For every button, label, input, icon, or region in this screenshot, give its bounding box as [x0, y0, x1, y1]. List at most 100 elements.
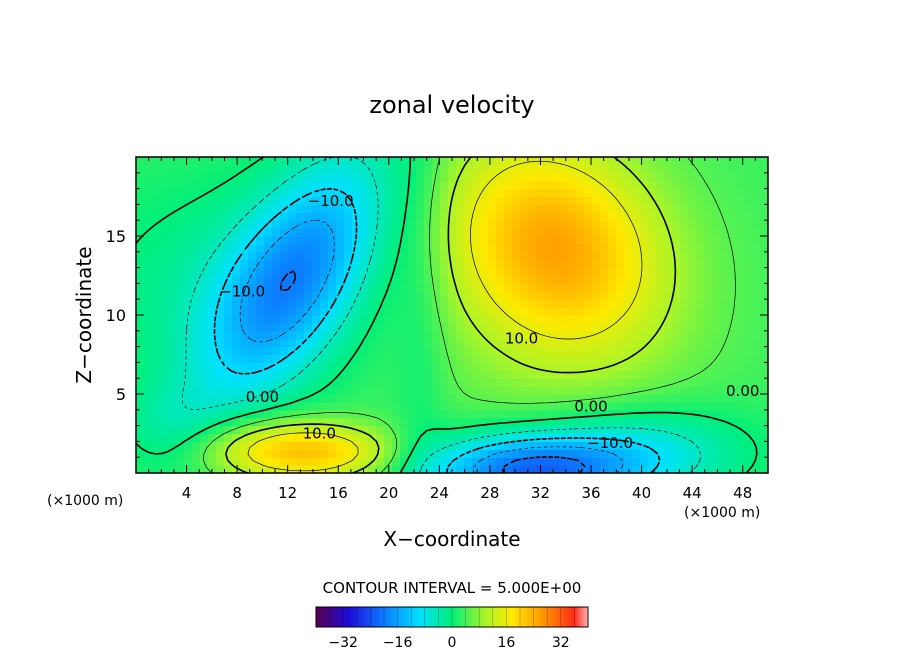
- field-cell: [584, 157, 593, 166]
- field-cell: [552, 449, 561, 458]
- field-cell: [520, 362, 529, 371]
- field-cell: [168, 433, 177, 442]
- field-cell: [608, 322, 617, 332]
- field-cell: [216, 267, 225, 277]
- field-cell: [328, 236, 337, 245]
- field-cell: [488, 362, 497, 371]
- field-cell: [296, 338, 305, 348]
- field-cell: [552, 212, 561, 221]
- field-cell: [536, 433, 545, 442]
- field-cell: [704, 228, 713, 237]
- field-cell: [448, 283, 457, 292]
- field-cell: [576, 204, 585, 213]
- field-cell: [504, 307, 513, 316]
- field-cell: [464, 433, 473, 442]
- field-cell: [280, 386, 289, 395]
- field-cell: [304, 172, 313, 182]
- field-cell: [584, 243, 593, 253]
- field-cell: [528, 417, 537, 427]
- field-cell: [600, 267, 609, 277]
- field-cell: [200, 188, 209, 198]
- field-cell: [320, 164, 329, 174]
- field-cell: [680, 370, 689, 379]
- field-cell: [736, 330, 745, 340]
- field-cell: [272, 157, 281, 166]
- field-cell: [472, 299, 481, 308]
- field-cell: [416, 164, 425, 174]
- field-cell: [624, 283, 633, 292]
- field-cell: [608, 164, 617, 174]
- field-cell: [688, 362, 697, 371]
- field-cell: [256, 394, 265, 403]
- field-cell: [640, 299, 649, 308]
- field-cell: [320, 465, 329, 473]
- field-cell: [192, 457, 201, 466]
- field-cell: [416, 283, 425, 292]
- field-cell: [496, 164, 505, 174]
- field-cell: [304, 291, 313, 300]
- field-cell: [256, 378, 265, 387]
- field-cell: [616, 465, 625, 473]
- field-cell: [616, 346, 625, 356]
- field-cell: [712, 243, 721, 253]
- field-cell: [312, 425, 321, 435]
- field-cell: [224, 299, 233, 308]
- field-cell: [536, 228, 545, 237]
- field-cell: [168, 188, 177, 198]
- field-cell: [296, 354, 305, 363]
- field-cell: [592, 409, 601, 419]
- contour-line: [225, 157, 677, 473]
- field-cell: [568, 425, 577, 435]
- field-cell: [360, 157, 369, 166]
- field-cell: [664, 259, 673, 269]
- field-cell: [200, 212, 209, 221]
- field-cell: [280, 164, 289, 174]
- field-cell: [496, 378, 505, 387]
- field-cell: [480, 267, 489, 277]
- field-cell: [536, 259, 545, 269]
- field-cell: [248, 315, 257, 324]
- field-cell: [304, 259, 313, 269]
- field-cell: [352, 283, 361, 292]
- field-cell: [488, 401, 497, 411]
- field-cell: [680, 394, 689, 403]
- field-cell: [728, 394, 737, 403]
- field-cell: [152, 417, 161, 427]
- field-cell: [288, 409, 297, 419]
- field-cell: [528, 228, 537, 237]
- field-cell: [656, 259, 665, 269]
- field-cell: [368, 283, 377, 292]
- field-cell: [336, 465, 345, 473]
- field-cell: [712, 338, 721, 348]
- field-cell: [248, 425, 257, 435]
- field-cell: [616, 212, 625, 221]
- field-cell: [528, 370, 537, 379]
- field-cell: [504, 157, 513, 166]
- field-cell: [576, 354, 585, 363]
- field-cell: [208, 188, 217, 198]
- field-cell: [376, 370, 385, 379]
- field-cell: [680, 283, 689, 292]
- field-cell: [744, 228, 753, 237]
- field-cell: [336, 394, 345, 403]
- field-cell: [288, 196, 297, 205]
- field-cell: [584, 291, 593, 300]
- field-cell: [136, 307, 145, 316]
- field-cell: [648, 172, 657, 182]
- field-cell: [160, 188, 169, 198]
- field-cell: [632, 275, 641, 284]
- field-cell: [744, 212, 753, 221]
- field-cell: [696, 283, 705, 292]
- field-cell: [272, 370, 281, 379]
- field-cell: [424, 299, 433, 308]
- field-cell: [296, 243, 305, 253]
- field-cell: [176, 180, 185, 190]
- field-cell: [144, 425, 153, 435]
- field-cell: [296, 220, 305, 229]
- field-cell: [752, 346, 761, 356]
- field-cell: [136, 362, 145, 371]
- field-cell: [528, 267, 537, 277]
- field-cell: [344, 346, 353, 356]
- field-cell: [200, 386, 209, 395]
- field-cell: [392, 188, 401, 198]
